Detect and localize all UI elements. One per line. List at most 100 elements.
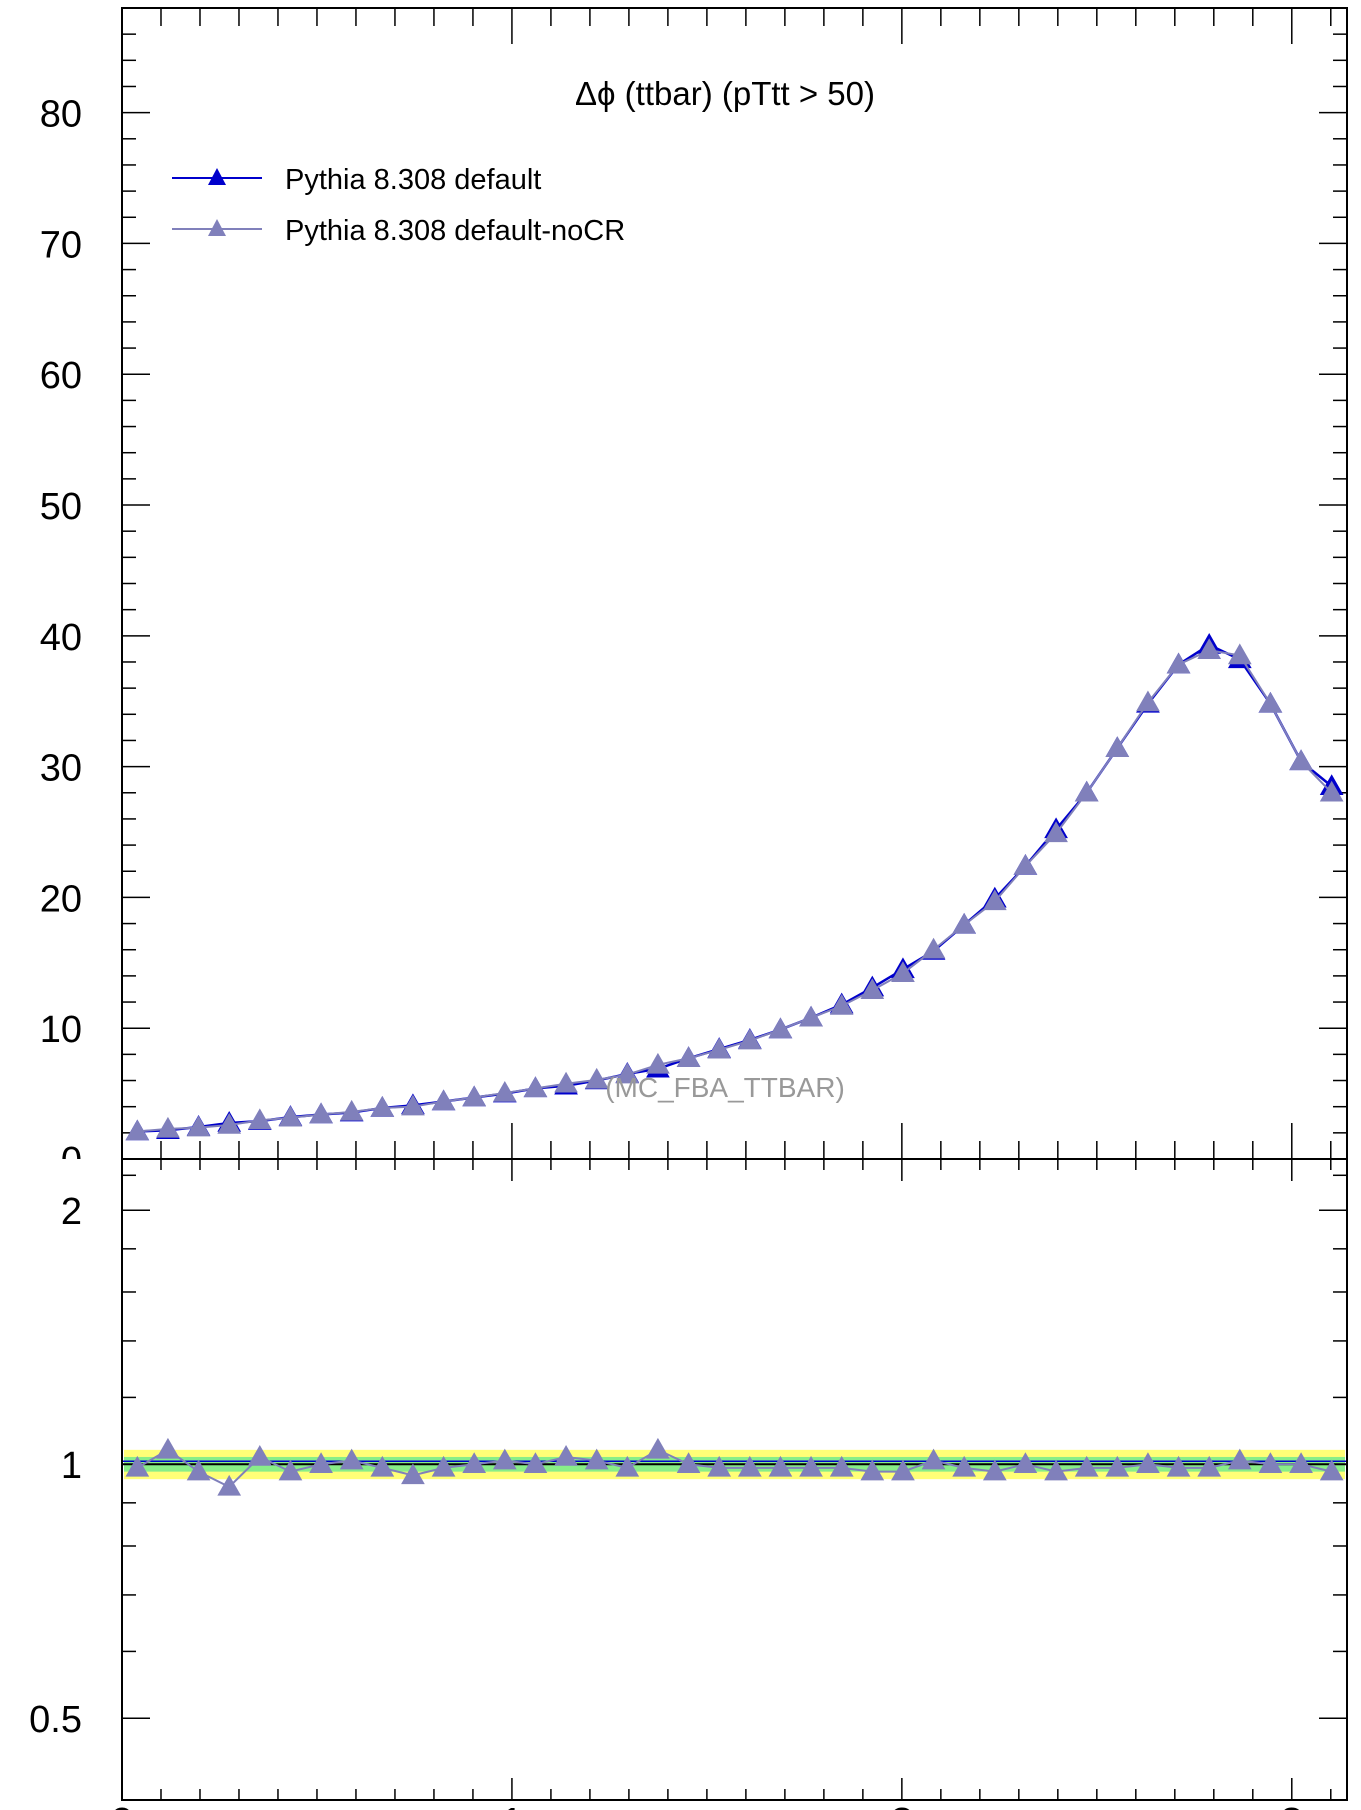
ratio-point bbox=[401, 1463, 425, 1485]
legend-marker-default bbox=[208, 168, 226, 185]
data-point bbox=[646, 1052, 670, 1074]
ratio-point bbox=[952, 1455, 977, 1477]
data-point bbox=[523, 1076, 548, 1098]
data-point bbox=[1227, 643, 1252, 665]
data-point bbox=[860, 978, 885, 1000]
ratio-point bbox=[1258, 1452, 1283, 1473]
ratio-series-default-nocr bbox=[125, 1437, 1344, 1496]
main-y-tick-label: 80 bbox=[40, 94, 82, 136]
ratio-plot-frame bbox=[121, 1158, 1348, 1801]
data-point bbox=[707, 1037, 732, 1059]
ratio-point bbox=[860, 1459, 885, 1481]
ratio-point bbox=[1197, 1455, 1222, 1477]
main-y-tick-label: 70 bbox=[40, 224, 82, 266]
ratio-y-tick-label: 2 bbox=[61, 1191, 82, 1233]
data-point bbox=[1074, 780, 1099, 802]
x-tick-labels: 0 1 2 3 bbox=[110, 1799, 1304, 1810]
data-point bbox=[1166, 652, 1191, 674]
x-tick-label: 2 bbox=[890, 1799, 914, 1810]
main-series-layer bbox=[125, 632, 1344, 1141]
data-point bbox=[462, 1085, 487, 1107]
main-series-line bbox=[137, 643, 1333, 1133]
ratio-point bbox=[768, 1455, 793, 1477]
data-point bbox=[1319, 780, 1344, 802]
ratio-point bbox=[523, 1452, 548, 1473]
data-point bbox=[370, 1095, 395, 1117]
ratio-point bbox=[737, 1455, 762, 1477]
data-point bbox=[217, 1112, 242, 1134]
ratio-point bbox=[492, 1448, 517, 1470]
data-point bbox=[401, 1094, 425, 1116]
legend-marker-default-nocr bbox=[208, 219, 226, 236]
ratio-point bbox=[1044, 1459, 1068, 1481]
ratio-point bbox=[1105, 1455, 1130, 1477]
ratio-point bbox=[982, 1459, 1007, 1481]
data-point bbox=[921, 937, 946, 959]
ratio-point bbox=[676, 1452, 701, 1473]
analysis-annotation: (MC_FBA_TTBAR) bbox=[605, 1072, 845, 1103]
ratio-point bbox=[431, 1455, 456, 1477]
ratio-y-tick-labels: 0.5 1 2 bbox=[29, 1191, 82, 1741]
ratio-point bbox=[462, 1452, 487, 1473]
ratio-point bbox=[615, 1455, 640, 1477]
data-point bbox=[156, 1116, 180, 1138]
ratio-point bbox=[921, 1448, 946, 1470]
data-point bbox=[982, 889, 1007, 911]
ratio-point bbox=[829, 1455, 854, 1477]
main-y-tick-label: 10 bbox=[40, 1009, 82, 1051]
data-point bbox=[737, 1028, 762, 1050]
ratio-point bbox=[278, 1459, 303, 1481]
main-y-tick-label: 60 bbox=[40, 355, 82, 397]
ratio-point bbox=[707, 1455, 732, 1477]
legend: Pythia 8.308 default Pythia 8.308 defaul… bbox=[172, 164, 625, 247]
x-tick-label: 3 bbox=[1280, 1799, 1304, 1810]
ratio-point bbox=[1166, 1455, 1191, 1477]
data-point bbox=[125, 1119, 150, 1141]
legend-label-default: Pythia 8.308 default bbox=[285, 164, 541, 196]
data-point bbox=[1105, 736, 1130, 758]
data-point bbox=[247, 1108, 272, 1130]
ratio-point bbox=[1013, 1452, 1038, 1473]
ratio-point bbox=[339, 1448, 364, 1470]
data-point bbox=[799, 1005, 823, 1027]
ratio-series-layer bbox=[122, 1437, 1347, 1496]
ratio-point bbox=[891, 1459, 915, 1481]
data-point bbox=[554, 1071, 578, 1093]
ratio-y-tick-label: 1 bbox=[61, 1445, 82, 1487]
data-point bbox=[309, 1102, 333, 1124]
data-point bbox=[431, 1089, 456, 1111]
legend-entry-default: Pythia 8.308 default bbox=[172, 164, 541, 196]
ratio-point bbox=[156, 1437, 180, 1459]
main-y-tick-label: 20 bbox=[40, 878, 82, 920]
main-y-zero-label: 0 bbox=[61, 1140, 82, 1182]
data-point bbox=[1136, 690, 1160, 712]
ratio-point bbox=[1289, 1452, 1313, 1473]
data-point bbox=[278, 1105, 303, 1127]
legend-entry-default-nocr: Pythia 8.308 default-noCR bbox=[172, 215, 625, 247]
ratio-point bbox=[125, 1455, 150, 1477]
data-point bbox=[952, 912, 977, 934]
legend-label-default-nocr: Pythia 8.308 default-noCR bbox=[285, 215, 625, 247]
ratio-point bbox=[217, 1474, 242, 1496]
data-point bbox=[492, 1080, 517, 1102]
data-point bbox=[584, 1067, 609, 1089]
data-point bbox=[1289, 749, 1313, 771]
data-point bbox=[1258, 691, 1283, 713]
plot-title: Δϕ (ttbar) (pTtt > 50) bbox=[575, 75, 875, 112]
ratio-point bbox=[186, 1459, 211, 1481]
data-point bbox=[339, 1099, 364, 1121]
data-point bbox=[1044, 821, 1068, 843]
data-point bbox=[829, 993, 854, 1015]
data-point bbox=[768, 1017, 793, 1039]
data-point bbox=[1197, 638, 1222, 659]
data-point bbox=[186, 1115, 211, 1137]
ratio-point bbox=[799, 1455, 823, 1477]
ratio-axis-ticks bbox=[121, 1159, 1347, 1800]
data-point bbox=[891, 961, 915, 983]
ratio-point bbox=[309, 1452, 333, 1473]
main-y-tick-label: 40 bbox=[40, 617, 82, 659]
main-axis-ticks bbox=[121, 8, 1347, 1159]
ratio-point bbox=[1319, 1459, 1344, 1481]
x-tick-label: 0 bbox=[110, 1799, 134, 1810]
ratio-point bbox=[646, 1437, 670, 1459]
